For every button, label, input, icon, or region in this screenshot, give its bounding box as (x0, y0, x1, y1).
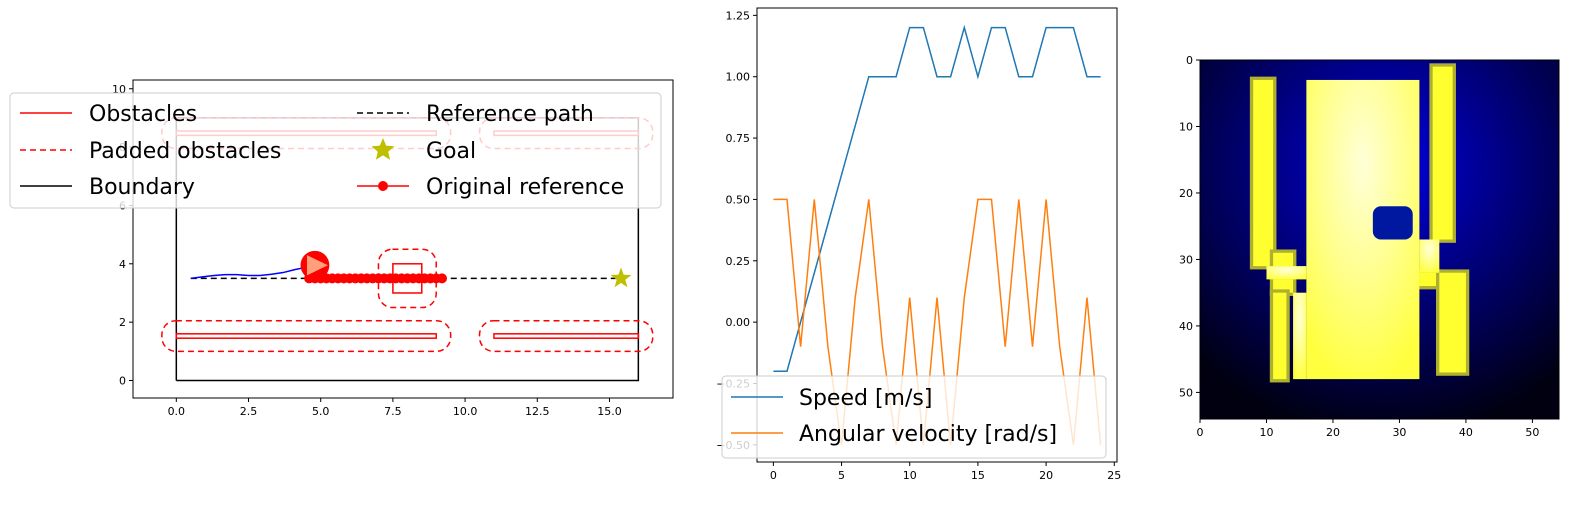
1-ytick-label: 0.25 (726, 255, 751, 268)
costmap-obstacle-blob (1372, 206, 1413, 240)
0-xtick-label: 0.0 (168, 405, 186, 418)
costmap-ytick-label: 40 (1179, 320, 1193, 333)
1-xtick-label: 10 (903, 469, 917, 482)
original-reference-point (436, 273, 447, 284)
costmap-ytick-label: 30 (1179, 253, 1193, 266)
costmap-xtick-label: 30 (1392, 426, 1406, 439)
legend-angular-label: Angular velocity [rad/s] (799, 422, 1057, 447)
costmap-xtick-label: 50 (1525, 426, 1539, 439)
map-legend-box (9, 92, 662, 209)
padded-obstacle-0 (161, 319, 452, 353)
1-ytick-label: 1.00 (726, 71, 751, 84)
1-ytick-label: 1.25 (726, 9, 751, 22)
legend-obstacles-label: Obstacles (89, 102, 197, 127)
0-xtick-label: 15.0 (597, 405, 622, 418)
costmap-ytick-label: 50 (1179, 386, 1193, 399)
0-xtick-label: 12.5 (525, 405, 550, 418)
costmap-ticks: 0 10 20 30 40 50 0 10 20 30 40 50 (1179, 54, 1539, 439)
0-xtick-label: 10.0 (453, 405, 478, 418)
obstacle-0 (175, 333, 437, 339)
controls-legend-box (721, 375, 1107, 459)
map-legend: Obstacles Padded obstacles Boundary Refe… (9, 92, 662, 209)
0-ytick-label: 0 (119, 374, 126, 387)
costmap-wall (1432, 66, 1453, 240)
legend-reference-label: Reference path (426, 102, 594, 127)
legend-speed-label: Speed [m/s] (799, 386, 932, 411)
costmap-free-region (1419, 239, 1440, 273)
0-xtick-label: 5.0 (312, 405, 330, 418)
controls-legend: Speed [m/s] Angular velocity [rad/s] (721, 375, 1107, 459)
legend-padded-label: Padded obstacles (89, 139, 281, 164)
costmap-free-region (1293, 292, 1307, 380)
costmap-wall (1273, 252, 1294, 267)
0-xtick-label: 2.5 (240, 405, 258, 418)
padded-obstacle-1 (478, 319, 654, 353)
1-xtick-label: 15 (971, 469, 985, 482)
legend-original-label: Original reference (426, 175, 624, 200)
costmap-wall (1419, 272, 1440, 287)
goal-marker (610, 267, 632, 288)
0-ytick-label: 4 (119, 258, 126, 271)
angular-velocity-series-line (773, 198, 1102, 445)
costmap-wall (1439, 272, 1466, 373)
costmap-panel: 0 10 20 30 40 50 0 10 20 30 40 50 (1179, 54, 1560, 439)
costmap-free-region (1266, 266, 1307, 280)
0-ytick-label: 2 (119, 316, 126, 329)
costmap-ytick-label: 10 (1179, 120, 1193, 133)
1-xtick-label: 0 (770, 469, 777, 482)
legend-goal-marker (371, 138, 395, 160)
robot-heading-arrow (306, 255, 328, 276)
controls-content (773, 24, 1102, 445)
costmap-wall (1253, 79, 1274, 267)
costmap-xtick-label: 40 (1459, 426, 1473, 439)
obstacle-1 (493, 333, 640, 339)
costmap-xtick-label: 0 (1197, 426, 1204, 439)
1-ytick-label: 0.00 (726, 316, 751, 329)
costmap-xtick-label: 10 (1259, 426, 1273, 439)
costmap-axes-frame (1199, 59, 1560, 420)
costmap-xtick-label: 20 (1326, 426, 1340, 439)
1-ytick-label: 0.75 (726, 132, 751, 145)
costmap-ytick-label: 0 (1186, 54, 1193, 67)
1-xtick-label: 25 (1107, 469, 1121, 482)
legend-goal-label: Goal (426, 139, 476, 164)
legend-boundary-label: Boundary (89, 175, 195, 200)
speed-series-line (773, 24, 1101, 372)
1-xtick-label: 5 (838, 469, 845, 482)
costmap-content (1200, 60, 1559, 419)
controls-panel: 0510152025−0.50−0.250.000.250.500.751.00… (716, 7, 1121, 482)
0-xtick-label: 7.5 (384, 405, 402, 418)
trajectory-line (190, 264, 316, 280)
costmap-wall (1273, 292, 1287, 380)
1-ytick-label: 0.50 (726, 193, 751, 206)
1-xtick-label: 20 (1039, 469, 1053, 482)
costmap-ytick-label: 20 (1179, 187, 1193, 200)
map-panel: 0.02.55.07.510.012.515.00246810 Obstacle… (9, 79, 674, 418)
legend-original-marker (378, 181, 388, 191)
